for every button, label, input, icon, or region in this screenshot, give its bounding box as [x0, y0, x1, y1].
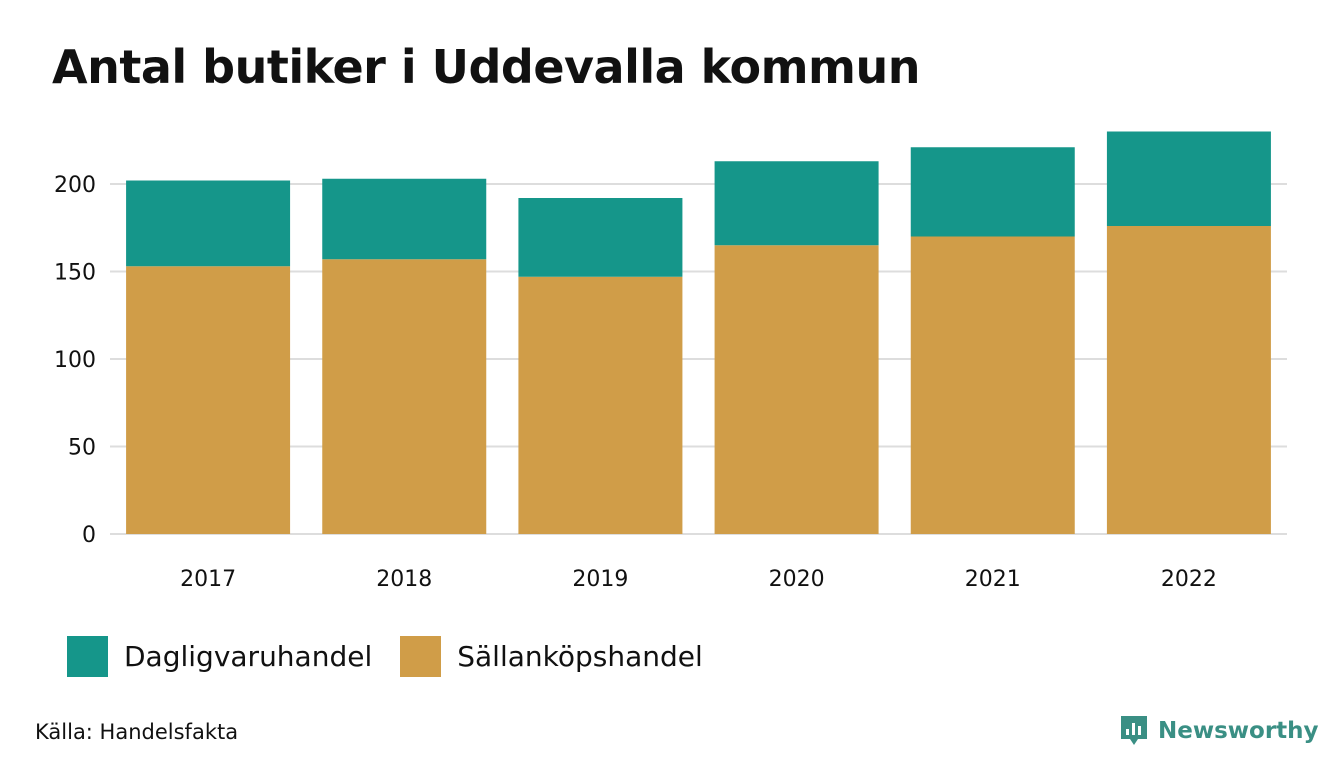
bar-dagligvaruhandel-2022 [1106, 131, 1271, 226]
source-note: Källa: Handelsfakta [35, 720, 239, 744]
y-tick-label-50: 50 [68, 436, 96, 461]
bar-sallankopshandel-2020 [714, 245, 879, 534]
legend-label-dagligvaruhandel: Dagligvaruhandel [124, 640, 373, 673]
y-tick-label-200: 200 [54, 173, 96, 198]
x-tick-label-2019: 2019 [572, 567, 628, 592]
x-tick-label-2021: 2021 [965, 567, 1021, 592]
bar-sallankopshandel-2021 [910, 236, 1075, 534]
bar-dagligvaruhandel-2017 [126, 180, 291, 267]
x-tick-label-2017: 2017 [180, 567, 236, 592]
legend-item-sallankopshandel: Sällanköpshandel [400, 636, 703, 677]
x-tick-label-2022: 2022 [1161, 567, 1217, 592]
chart-title: Antal butiker i Uddevalla kommun [52, 40, 920, 94]
bar-dagligvaruhandel-2018 [322, 178, 487, 260]
stacked-bar-chart: 0 50 100 150 200 2017 2018 2019 2020 2021 2022 [54, 131, 1287, 592]
brand-name: Newsworthy [1158, 718, 1319, 744]
bar-dagligvaruhandel-2020 [714, 161, 879, 246]
bar-sallankopshandel-2017 [126, 266, 291, 534]
brand-logo: Newsworthy [1119, 714, 1319, 748]
bar-dagligvaruhandel-2021 [910, 147, 1075, 237]
bar-sallankopshandel-2018 [322, 259, 487, 534]
x-tick-label-2018: 2018 [376, 567, 432, 592]
legend-item-dagligvaruhandel: Dagligvaruhandel [67, 636, 372, 677]
y-tick-label-150: 150 [54, 261, 96, 286]
legend: Dagligvaruhandel Sällanköpshandel [67, 636, 731, 677]
newsworthy-logo-icon [1121, 716, 1147, 745]
legend-label-sallankopshandel: Sällanköpshandel [457, 640, 703, 673]
bar-dagligvaruhandel-2019 [518, 198, 683, 277]
y-tick-label-100: 100 [54, 348, 96, 373]
legend-swatch-dagligvaruhandel [67, 636, 108, 677]
bar-sallankopshandel-2022 [1106, 226, 1271, 534]
y-tick-label-0: 0 [82, 523, 96, 548]
bar-sallankopshandel-2019 [518, 276, 683, 534]
legend-swatch-sallankopshandel [400, 636, 442, 677]
x-tick-label-2020: 2020 [769, 567, 825, 592]
